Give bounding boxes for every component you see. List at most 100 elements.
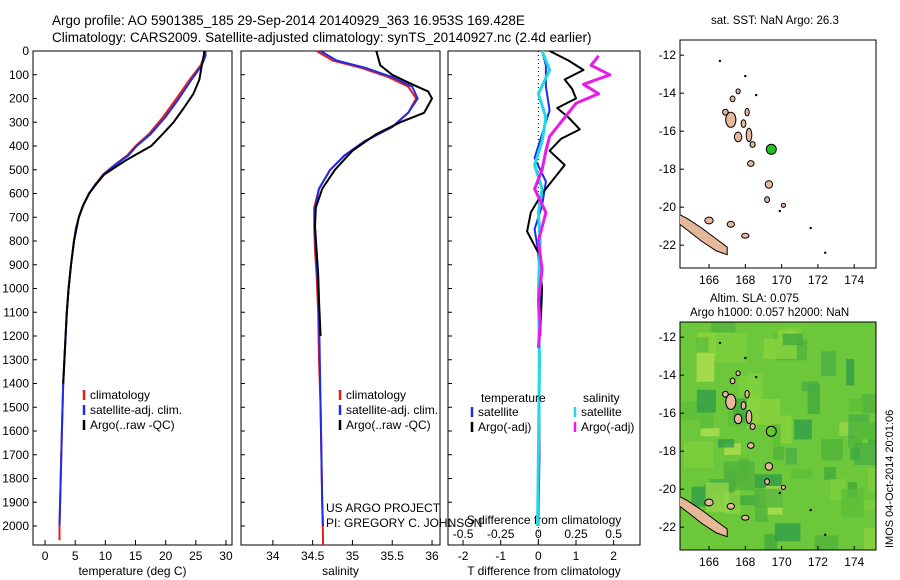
y-tick-label: 1900 [2, 495, 29, 509]
sla-cell [859, 500, 876, 511]
island [764, 180, 774, 189]
x-tick-label: -2 [458, 549, 469, 563]
islet [809, 226, 812, 230]
y-tick-label: 900 [9, 258, 29, 272]
island [704, 498, 714, 507]
map-x-tick-label: 172 [808, 555, 828, 569]
map-x-tick-label: 170 [772, 555, 792, 569]
map-x-tick-label: 166 [699, 273, 719, 287]
x-tick-label: 0 [535, 549, 542, 563]
sla-cell [821, 351, 837, 377]
sla-cell [738, 458, 749, 481]
land-layer [680, 59, 827, 256]
legend-header-temperature: temperature [481, 391, 546, 405]
map-y-tick-label: -22 [659, 520, 677, 534]
series-line-3 [533, 50, 552, 527]
sla-cell [807, 384, 821, 415]
header-line-1: Argo profile: AO 5901385_185 29-Sep-2014… [52, 13, 525, 28]
map-x-tick-label: 174 [844, 273, 864, 287]
x-axis-label: T difference from climatology [467, 564, 621, 578]
map-bottom-title-2: Argo h1000: 0.057 h2000: NaN [690, 307, 849, 319]
y-tick-label: 200 [9, 92, 29, 106]
sla-cell [738, 375, 761, 397]
x-tick-label: 36 [425, 549, 439, 563]
sla-cell [785, 447, 797, 465]
y-tick-label: 1200 [2, 329, 29, 343]
map-y-tick-label: -16 [659, 406, 677, 420]
legend-entry: satellite [478, 405, 519, 419]
y-tick-label: 1800 [2, 472, 29, 486]
x-tick-label: 15 [129, 549, 143, 563]
island [729, 95, 736, 103]
map-y-tick-label: -22 [659, 238, 677, 252]
x-tick-label: -1 [495, 549, 506, 563]
top-tick-label: -0.5 [453, 527, 474, 541]
islet [718, 341, 722, 345]
y-tick-label: 1000 [2, 282, 29, 296]
x-tick-label: 2 [610, 549, 617, 563]
island [704, 216, 714, 225]
sla-cell [724, 443, 741, 455]
series-line-1 [58, 50, 207, 541]
x-axis-label: temperature (deg C) [78, 564, 186, 578]
sla-cell [861, 394, 876, 414]
plot-frame [447, 50, 641, 546]
island [725, 111, 737, 128]
x-tick-label: 35 [346, 549, 360, 563]
island [741, 232, 750, 239]
series-line-3 [62, 50, 206, 384]
sla-cell [734, 495, 760, 506]
top-axis-label: S difference from climatology [467, 513, 622, 527]
map-y-tick-label: -20 [659, 200, 677, 214]
map-y-tick-label: -14 [659, 86, 677, 100]
top-tick-label: 0.5 [605, 527, 622, 541]
map-x-tick-label: 172 [808, 273, 828, 287]
sla-cell [801, 381, 819, 392]
credit-line-1: US ARGO PROJECT [326, 501, 441, 515]
top-tick-label: -0.25 [487, 527, 515, 541]
legend-header-salinity: salinity [583, 391, 620, 405]
islet [824, 251, 827, 254]
island [733, 131, 743, 143]
sla-cell [821, 439, 843, 461]
island [741, 514, 750, 521]
y-tick-label: 1600 [2, 424, 29, 438]
imos-timestamp: IMOS 04-Oct-2014 20:01:06 [884, 410, 896, 548]
sla-cell [848, 398, 864, 412]
sla-cell [699, 411, 714, 429]
legend-entry: Argo(-adj) [581, 420, 634, 434]
land-layer [680, 341, 827, 538]
island [726, 502, 735, 510]
sla-cell [696, 353, 715, 382]
x-tick-label: 34 [266, 549, 280, 563]
header-line-2: Climatology: CARS2009. Satellite-adjuste… [52, 30, 592, 45]
series-line-2 [314, 50, 419, 527]
islet [824, 533, 827, 536]
y-tick-label: 100 [9, 68, 29, 82]
series-line-3 [314, 50, 433, 337]
islet [755, 375, 758, 379]
x-tick-label: 20 [159, 549, 173, 563]
x-tick-label: 30 [219, 549, 233, 563]
islet [755, 93, 758, 97]
profile-panel-1: 0 5 10 15 20 25 30 temperature (deg C) 0 100 200 30… [2, 44, 233, 578]
x-tick-label: 0 [42, 549, 49, 563]
island [764, 462, 774, 471]
sla-cell [780, 415, 792, 444]
island [735, 88, 741, 95]
islet [744, 356, 747, 360]
island [722, 108, 729, 116]
sla-cell [746, 398, 781, 425]
top-tick-label: 0 [535, 527, 542, 541]
y-tick-label: 500 [9, 163, 29, 177]
island [740, 401, 747, 410]
sla-cell [814, 535, 839, 550]
series-line-2 [526, 50, 585, 337]
map-frame [679, 321, 877, 551]
map-y-tick-label: -20 [659, 482, 677, 496]
island [726, 220, 735, 228]
map-x-tick-label: 166 [699, 555, 719, 569]
map-x-tick-label: 170 [772, 273, 792, 287]
map-y-tick-label: -12 [659, 330, 677, 344]
float-position-marker [765, 425, 777, 437]
